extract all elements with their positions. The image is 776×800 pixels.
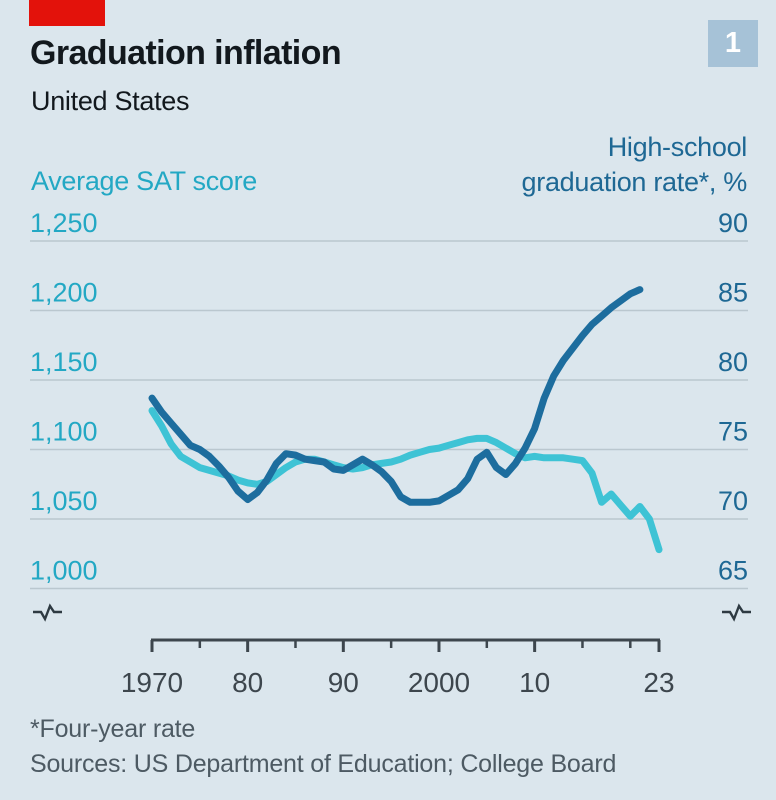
legend-rate-label: High-school graduation rate*, % [521,130,748,200]
left-axis-tick-label: 1,050 [30,486,98,516]
page-title: Graduation inflation [30,34,342,72]
chart-footer: *Four-year rate Sources: US Department o… [30,712,616,782]
right-axis-tick-label: 70 [718,486,748,516]
x-axis-tick-label: 23 [643,667,674,698]
axis-break-icon [722,603,751,622]
chart-subtitle: United States [31,86,190,116]
x-axis-tick-label: 2000 [408,667,470,698]
graduation-rate-line [148,286,644,506]
x-axis-tick-label: 10 [519,667,550,698]
legend-sat-label: Average SAT score [31,166,258,196]
brand-red-tab [29,0,105,26]
right-axis-tick-label: 75 [718,417,748,447]
x-axis-tick-label: 80 [232,667,263,698]
right-axis-tick-label: 85 [718,278,748,308]
sources: Sources: US Department of Education; Col… [30,750,617,778]
sat-score-line [148,407,663,554]
right-axis-tick-label: 90 [718,208,748,238]
left-axis-tick-label: 1,250 [30,208,98,238]
x-axis-tick-label: 1970 [121,667,183,698]
left-axis-tick-label: 1,100 [30,417,98,447]
right-axis-tick-label: 65 [718,556,748,586]
footnote: *Four-year rate [30,715,196,743]
right-axis-tick-label: 80 [718,347,748,377]
left-axis-tick-label: 1,200 [30,278,98,308]
x-axis-tick-label: 90 [328,667,359,698]
left-axis-tick-label: 1,150 [30,347,98,377]
axis-break-icon [33,603,62,622]
legend-rate-label-line2: graduation rate*, % [521,167,748,197]
left-axis-tick-label: 1,000 [30,556,98,586]
legend-rate-label-line1: High-school [607,132,748,162]
figure-number-badge: 1 [708,20,758,67]
